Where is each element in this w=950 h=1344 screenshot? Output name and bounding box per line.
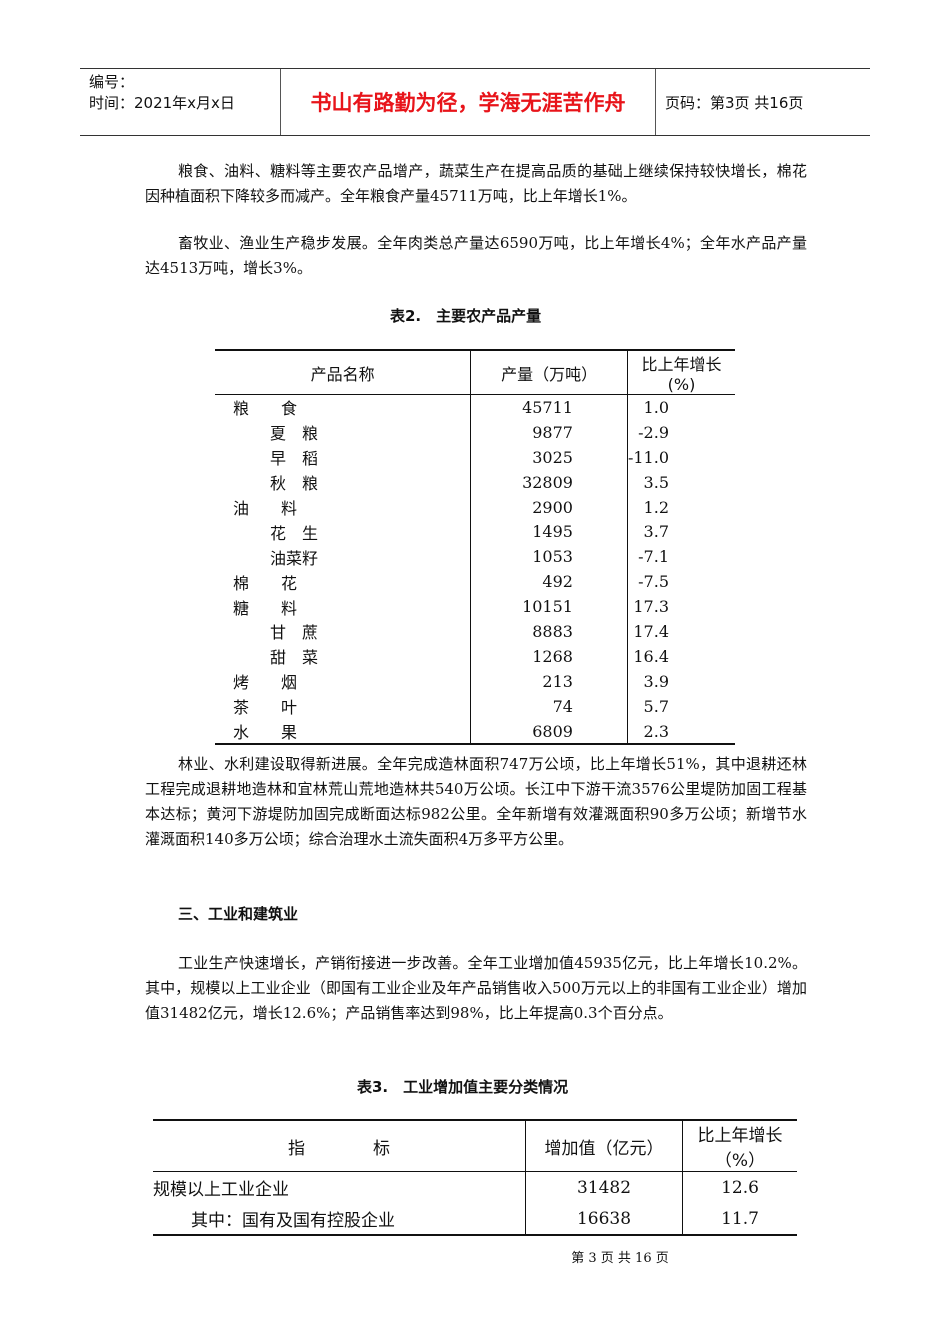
product-name: 秋 粮 — [215, 469, 472, 495]
page-header: 编号： 时间：2021年x月x日 书山有路勤为径，学海无涯苦作舟 页码：第3页 … — [80, 68, 870, 136]
output-value: 6809 — [470, 718, 628, 745]
product-name: 甜 菜 — [215, 643, 472, 669]
table-row: 秋 粮 32809 3.5 — [215, 469, 735, 495]
table-row: 早 稻 3025 -11.0 — [215, 444, 735, 470]
header-page-number: 页码：第3页 共16页 — [665, 93, 804, 112]
indicator-name: 其中：国有及国有控股企业 — [153, 1203, 526, 1235]
doc-date-label: 时间：2021年x月x日 — [89, 94, 235, 112]
indicator-name: 规模以上工业企业 — [153, 1171, 526, 1203]
table-row: 规模以上工业企业 31482 12.6 — [153, 1171, 797, 1203]
growth-value: -7.1 — [638, 547, 669, 567]
table2-agricultural-output: 产品名称 产量（万吨） 比上年增长(%) 粮 食 45711 1.0 夏 粮 9877-… — [215, 349, 735, 746]
output-value: 8883 — [470, 619, 628, 644]
product-name: 甘 蔗 — [215, 619, 472, 644]
output-value: 1495 — [470, 519, 628, 545]
column-header: 指 标 — [153, 1120, 526, 1172]
growth-value: 1.2 — [643, 497, 669, 517]
table-row: 水 果 6809 2.3 — [215, 718, 735, 745]
table-row: 棉 花 492 -7.5 — [215, 569, 735, 595]
table3-industrial-value-added: 指 标 增加值（亿元） 比上年增长（%） 规模以上工业企业 31482 12.6 其中… — [153, 1119, 797, 1236]
growth-value: 1.0 — [643, 397, 669, 417]
product-name: 棉 花 — [215, 569, 472, 595]
product-name: 早 稻 — [215, 444, 472, 470]
value-added: 31482 — [525, 1171, 683, 1203]
product-name: 油菜籽 — [215, 544, 472, 570]
growth-value: -11.0 — [627, 447, 669, 467]
table-row: 夏 粮 9877 -2.9 — [215, 419, 735, 445]
table-header-row: 产品名称 产量（万吨） 比上年增长(%) — [215, 350, 735, 395]
growth-value: 3.9 — [643, 671, 669, 691]
output-value: 2900 — [470, 494, 628, 520]
table-row: 其中：国有及国有控股企业 16638 11.7 — [153, 1203, 797, 1235]
column-header: 比上年增长(%) — [627, 350, 735, 395]
table-header-row: 指 标 增加值（亿元） 比上年增长（%） — [153, 1120, 797, 1172]
header-info: 编号： 时间：2021年x月x日 — [80, 69, 281, 135]
output-value: 32809 — [470, 469, 628, 495]
output-value: 3025 — [470, 444, 628, 470]
growth-value: 5.7 — [643, 696, 669, 716]
output-value: 74 — [470, 693, 628, 719]
growth-value: -7.5 — [638, 572, 669, 592]
growth-value: 12.6 — [721, 1177, 759, 1198]
table-row: 甘 蔗 8883 17.4 — [215, 619, 735, 644]
output-value: 492 — [470, 569, 628, 595]
output-value: 45711 — [470, 394, 628, 420]
doc-number-label: 编号： — [89, 73, 135, 91]
growth-value: 3.7 — [643, 522, 669, 542]
product-name: 水 果 — [215, 718, 472, 745]
table2-caption: 表2. 主要农产品产量 — [390, 307, 542, 325]
section-heading: 三、工业和建筑业 — [178, 905, 299, 923]
growth-value: 2.3 — [643, 721, 669, 741]
table-row: 油菜籽 1053 -7.1 — [215, 544, 735, 570]
column-header: 产量（万吨） — [470, 350, 628, 395]
product-name: 粮 食 — [215, 394, 472, 420]
growth-value: 17.4 — [633, 621, 669, 641]
growth-value: 16.4 — [633, 646, 669, 666]
table-row: 花 生 1495 3.7 — [215, 519, 735, 545]
product-name: 油 料 — [215, 494, 472, 520]
table-row: 油 料 2900 1.2 — [215, 494, 735, 520]
table-row: 甜 菜 1268 16.4 — [215, 643, 735, 669]
growth-value: 17.3 — [633, 597, 669, 617]
column-header: 比上年增长（%） — [682, 1120, 797, 1172]
output-value: 10151 — [470, 594, 628, 620]
table-row: 茶 叶 74 5.7 — [215, 693, 735, 719]
table-row: 烤 烟 213 3.9 — [215, 668, 735, 694]
product-name: 茶 叶 — [215, 693, 472, 719]
paragraph: 林业、水利建设取得新进展。全年完成造林面积747万公顷，比上年增长51%，其中退… — [145, 755, 807, 848]
product-name: 糖 料 — [215, 594, 472, 620]
page-footer: 第 3 页 共 16 页 — [571, 1251, 669, 1266]
column-header: 产品名称 — [215, 350, 472, 395]
paragraph: 畜牧业、渔业生产稳步发展。全年肉类总产量达6590万吨，比上年增长4%；全年水产… — [145, 234, 807, 277]
table-row: 粮 食 45711 1.0 — [215, 394, 735, 420]
table3-caption: 表3. 工业增加值主要分类情况 — [357, 1078, 569, 1096]
growth-value: 3.5 — [643, 472, 669, 492]
column-header: 增加值（亿元） — [525, 1120, 683, 1172]
output-value: 1053 — [470, 544, 628, 570]
paragraph: 粮食、油料、糖料等主要农产品增产，蔬菜生产在提高品质的基础上继续保持较快增长，棉… — [145, 162, 807, 205]
table-row: 糖 料 10151 17.3 — [215, 594, 735, 620]
header-motto: 书山有路勤为径，学海无涯苦作舟 — [281, 69, 656, 135]
output-value: 1268 — [470, 643, 628, 669]
product-name: 花 生 — [215, 519, 472, 545]
output-value: 9877 — [470, 419, 628, 445]
product-name: 夏 粮 — [215, 419, 472, 445]
output-value: 213 — [470, 668, 628, 694]
paragraph: 工业生产快速增长，产销衔接进一步改善。全年工业增加值45935亿元，比上年增长1… — [145, 954, 807, 1022]
growth-value: 11.7 — [721, 1208, 759, 1229]
product-name: 烤 烟 — [215, 668, 472, 694]
growth-value: -2.9 — [638, 422, 669, 442]
value-added: 16638 — [525, 1203, 683, 1235]
